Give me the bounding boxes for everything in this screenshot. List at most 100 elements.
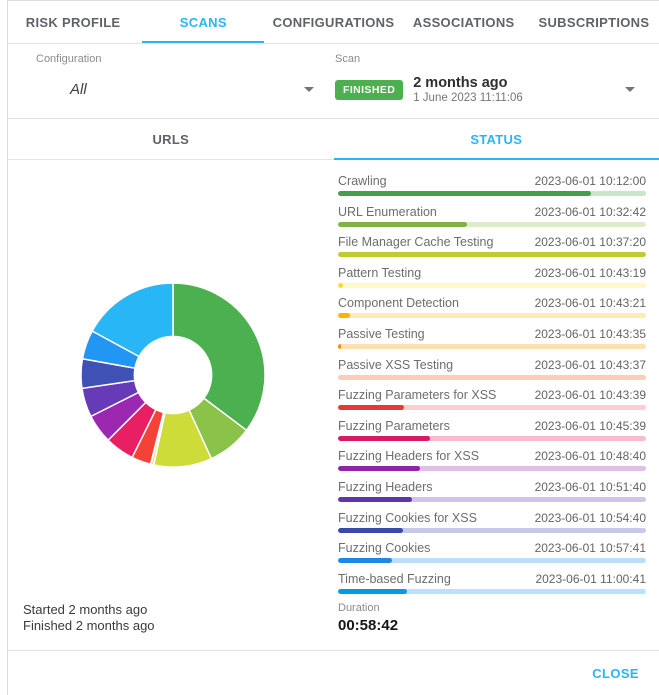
phase-name: Fuzzing Cookies — [338, 541, 431, 556]
phase-progress-track — [338, 588, 646, 594]
phase-timestamp: 2023-06-01 10:43:39 — [534, 388, 646, 403]
phase-row: Pattern Testing 2023-06-01 10:43:19 — [338, 266, 646, 288]
phase-progress-fill — [338, 588, 408, 594]
tab-configurations[interactable]: CONFIGURATIONS — [272, 14, 395, 30]
tab-associations[interactable]: ASSOCIATIONS — [412, 14, 515, 30]
phase-row: Fuzzing Headers 2023-06-01 10:51:40 — [338, 480, 646, 502]
phase-row: Fuzzing Cookies for XSS 2023-06-01 10:54:… — [338, 511, 646, 533]
configuration-value: All — [70, 81, 87, 98]
configuration-select[interactable]: All — [36, 81, 314, 98]
scan-datetime: 1 June 2023 11:11:06 — [413, 92, 523, 104]
phase-progress-track — [338, 527, 646, 533]
phase-progress-track — [338, 191, 646, 196]
close-button[interactable]: CLOSE — [592, 665, 639, 681]
phase-progress-fill — [338, 343, 342, 349]
status-content: Crawling 2023-06-01 10:12:00 URL Enumerati… — [8, 160, 659, 594]
scan-times: Started 2 months ago Finished 2 months a… — [8, 602, 330, 650]
phase-name: Time-based Fuzzing — [338, 571, 451, 586]
phase-progress-track — [338, 252, 646, 258]
phase-row: Fuzzing Cookies 2023-06-01 10:57:41 — [338, 541, 646, 564]
scan-selected-value: 2 months ago 1 June 2023 11:11:06 — [413, 75, 523, 104]
phase-progress-track — [338, 558, 646, 564]
scan-details-panel: RISK PROFILE SCANS CONFIGURATIONS ASSOCIATI… — [7, 0, 659, 695]
phase-row: URL Enumeration 2023-06-01 10:32:42 — [338, 205, 646, 227]
donut-slice-crawling[interactable] — [172, 282, 266, 432]
phase-row: File Manager Cache Testing 2023-06-01 10:… — [338, 235, 646, 258]
donut-chart — [80, 282, 266, 468]
configuration-filter: Configuration All — [8, 44, 330, 118]
scan-status-badge: FINISHED — [335, 79, 404, 100]
subtab-status[interactable]: STATUS — [333, 119, 659, 160]
phase-row: Time-based Fuzzing 2023-06-01 11:00:41 — [338, 572, 646, 594]
phase-row: Crawling 2023-06-01 10:12:00 — [338, 174, 646, 196]
phase-row: Passive Testing 2023-06-01 10:43:35 — [338, 327, 646, 349]
phase-name: File Manager Cache Testing — [338, 235, 494, 250]
phase-timestamp: 2023-06-01 10:43:35 — [534, 326, 646, 341]
phase-timestamp: 2023-06-01 11:00:41 — [535, 571, 646, 586]
phase-progress-track — [338, 374, 646, 380]
phase-timestamp: 2023-06-01 10:43:19 — [534, 265, 646, 280]
phase-progress-fill — [338, 558, 392, 564]
tab-scans[interactable]: SCANS — [138, 1, 268, 43]
phase-progress-track — [338, 343, 646, 349]
phase-timestamp: 2023-06-01 10:57:41 — [534, 541, 646, 556]
scan-relative-time: 2 months ago — [413, 75, 508, 91]
phase-name: Fuzzing Parameters for XSS — [338, 388, 497, 403]
sub-tab-bar: URLS STATUS — [8, 119, 659, 160]
phase-name: Fuzzing Parameters — [338, 418, 450, 433]
phase-row: Fuzzing Headers for XSS 2023-06-01 10:48:… — [338, 449, 646, 472]
subtab-urls[interactable]: URLS — [152, 131, 190, 147]
phase-progress-fill — [338, 527, 403, 533]
donut-slice-time-based-fuzzing[interactable] — [91, 282, 174, 358]
phase-name: Passive Testing — [338, 326, 425, 341]
phase-name: URL Enumeration — [338, 204, 437, 219]
duration-value: 00:58:42 — [338, 617, 399, 634]
started-text: Started 2 months ago — [23, 602, 148, 617]
phase-timestamp: 2023-06-01 10:43:21 — [534, 296, 646, 311]
duration-block: Duration 00:58:42 — [330, 602, 398, 650]
phase-timestamp: 2023-06-01 10:54:40 — [534, 510, 646, 525]
phase-list: Crawling 2023-06-01 10:12:00 URL Enumerati… — [330, 160, 659, 594]
phase-name: Component Detection — [338, 296, 459, 311]
phase-timestamp: 2023-06-01 10:45:39 — [534, 418, 646, 433]
phase-progress-fill — [338, 435, 431, 441]
phase-timestamp: 2023-06-01 10:48:40 — [534, 449, 646, 464]
phase-name: Fuzzing Headers — [338, 479, 433, 494]
phase-timestamp: 2023-06-01 10:12:00 — [534, 174, 646, 188]
configuration-label: Configuration — [36, 53, 102, 65]
chevron-down-icon — [304, 87, 314, 92]
phase-name: Fuzzing Cookies for XSS — [338, 510, 477, 525]
phase-progress-fill — [338, 252, 646, 258]
tab-subscriptions[interactable]: SUBSCRIPTIONS — [538, 14, 650, 30]
phase-timestamp: 2023-06-01 10:37:20 — [534, 235, 646, 250]
phase-name: Fuzzing Headers for XSS — [338, 449, 480, 464]
phase-row: Fuzzing Parameters for XSS 2023-06-01 10:… — [338, 388, 646, 411]
phase-progress-fill — [338, 221, 468, 227]
phase-row: Fuzzing Parameters 2023-06-01 10:45:39 — [338, 419, 646, 441]
phase-progress-fill — [338, 405, 405, 411]
scan-filter: Scan FINISHED 2 months ago 1 June 2023 1… — [330, 44, 659, 118]
phase-name: Pattern Testing — [338, 265, 422, 280]
phase-progress-track — [338, 282, 646, 288]
phase-progress-track — [338, 221, 646, 227]
main-tab-bar: RISK PROFILE SCANS CONFIGURATIONS ASSOCIATI… — [8, 1, 659, 44]
phase-timestamp: 2023-06-01 10:51:40 — [534, 479, 646, 494]
chevron-down-icon — [625, 87, 635, 92]
scan-label: Scan — [335, 53, 361, 65]
phase-donut-chart — [8, 160, 330, 594]
phase-timestamp: 2023-06-01 10:43:37 — [534, 357, 646, 372]
phase-progress-fill — [338, 282, 343, 288]
phase-progress-track — [338, 466, 646, 472]
tab-risk-profile[interactable]: RISK PROFILE — [25, 14, 121, 30]
phase-row: Component Detection 2023-06-01 10:43:21 — [338, 296, 646, 319]
filter-row: Configuration All Scan FINISHED 2 months… — [8, 44, 659, 119]
phase-progress-track — [338, 496, 646, 502]
phase-row: Passive XSS Testing 2023-06-01 10:43:37 — [338, 358, 646, 380]
phase-progress-track — [338, 405, 646, 411]
phase-progress-fill — [338, 313, 351, 319]
summary-row: Started 2 months ago Finished 2 months a… — [8, 594, 659, 651]
phase-progress-fill — [338, 466, 420, 472]
scan-select[interactable]: FINISHED 2 months ago 1 June 2023 11:11:… — [335, 75, 635, 104]
dialog-footer: CLOSE — [8, 651, 659, 695]
finished-text: Finished 2 months ago — [23, 618, 155, 633]
